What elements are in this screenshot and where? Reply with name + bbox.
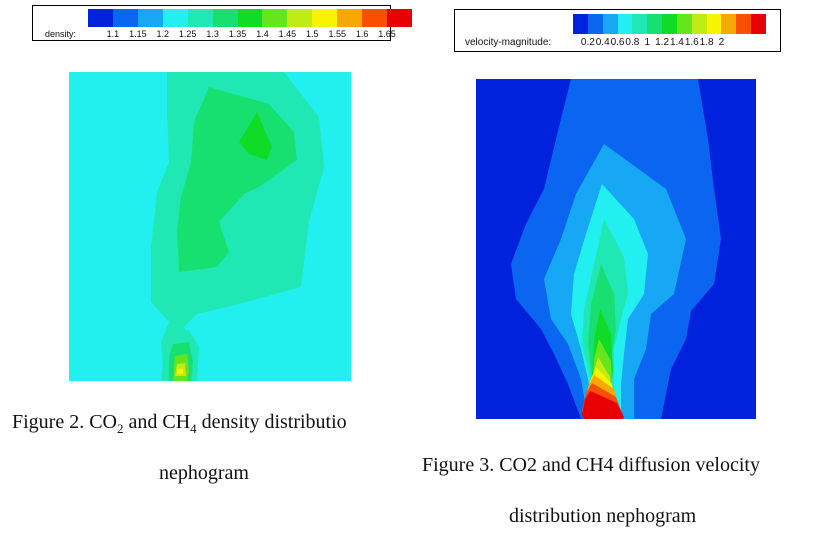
density-swatch-10 xyxy=(312,9,338,27)
density-swatch-11 xyxy=(337,9,363,27)
velocity-swatch-8 xyxy=(676,14,692,34)
density-tick-label: 1.55 xyxy=(328,29,346,39)
velocity-tick-label: 1.6 xyxy=(684,37,699,48)
density-swatch-3 xyxy=(137,9,163,27)
density-contour-level-3 xyxy=(239,112,272,160)
velocity-swatch-13 xyxy=(751,14,766,34)
density-swatch-4 xyxy=(162,9,188,27)
density-swatch-1 xyxy=(88,9,113,27)
velocity-swatch-12 xyxy=(736,14,752,34)
density-plume-peak xyxy=(177,369,183,374)
density-tick-label: 1.6 xyxy=(355,29,369,39)
velocity-tick-label: 1.2 xyxy=(655,37,670,48)
density-colorbar-legend: density: 1.1 1.15 1.2 1.25 1.3 1.35 1.4 1.45 1.5… xyxy=(32,5,412,41)
velocity-swatch-10 xyxy=(706,14,722,34)
velocity-tick-label: 2 xyxy=(718,37,725,48)
velocity-swatch-2 xyxy=(587,14,603,34)
velocity-swatch-3 xyxy=(602,14,618,34)
velocity-color-swatches xyxy=(573,14,766,34)
density-swatch-8 xyxy=(262,9,288,27)
figure2-caption-line1: Figure 2. CO2 and CH4 density distributi… xyxy=(12,411,347,436)
density-swatch-2 xyxy=(112,9,138,27)
velocity-swatch-4 xyxy=(617,14,633,34)
density-tick-label: 1.35 xyxy=(228,29,247,39)
density-tick-label: 1.15 xyxy=(129,29,147,39)
density-tick-label: 1.5 xyxy=(306,29,319,39)
velocity-swatch-5 xyxy=(632,14,648,34)
density-legend-title: density: xyxy=(45,29,77,39)
velocity-tick-label: 0.2 xyxy=(580,37,595,48)
velocity-swatch-11 xyxy=(721,14,737,34)
density-tick-label: 1.4 xyxy=(256,29,269,39)
figure3-caption-line1: Figure 3. CO2 and CH4 diffusion velocity xyxy=(422,454,760,476)
density-tick-label: 1.2 xyxy=(156,29,170,39)
velocity-colorbar-legend: velocity-magnitude: 0.2 0.4 0.6 0.8 1 1.2 1.4 1… xyxy=(454,9,781,52)
density-swatch-6 xyxy=(212,9,238,27)
velocity-swatch-1 xyxy=(573,14,588,34)
density-swatch-5 xyxy=(187,9,213,27)
figure2-caption-line2: nephogram xyxy=(159,462,249,484)
density-contour-plot xyxy=(69,72,351,381)
density-contour-level-2 xyxy=(177,87,297,272)
velocity-tick-label: 0.4 xyxy=(595,37,610,48)
velocity-tick-label: 0.6 xyxy=(610,37,625,48)
density-tick-label: 1.3 xyxy=(206,29,219,39)
density-swatch-12 xyxy=(362,9,388,27)
velocity-swatch-7 xyxy=(662,14,677,34)
density-swatch-13 xyxy=(387,9,412,27)
velocity-tick-label: 1.4 xyxy=(669,37,684,48)
velocity-contour-level-12 xyxy=(582,391,624,419)
velocity-contour-plot xyxy=(476,79,756,419)
density-tick-label: 1.65 xyxy=(378,29,396,39)
figure3-caption-line2: distribution nephogram xyxy=(509,505,697,527)
density-tick-label: 1.45 xyxy=(278,29,297,39)
velocity-legend-title: velocity-magnitude: xyxy=(465,37,552,48)
density-color-swatches xyxy=(88,9,412,27)
density-tick-label: 1.1 xyxy=(106,29,120,39)
velocity-tick-label: 1.8 xyxy=(699,37,714,48)
velocity-tick-label: 0.8 xyxy=(625,37,640,48)
density-tick-label: 1.25 xyxy=(178,29,197,39)
velocity-tick-label: 1 xyxy=(644,37,650,48)
velocity-swatch-6 xyxy=(647,14,663,34)
density-swatch-9 xyxy=(287,9,313,27)
density-swatch-7 xyxy=(237,9,263,27)
velocity-swatch-9 xyxy=(691,14,707,34)
